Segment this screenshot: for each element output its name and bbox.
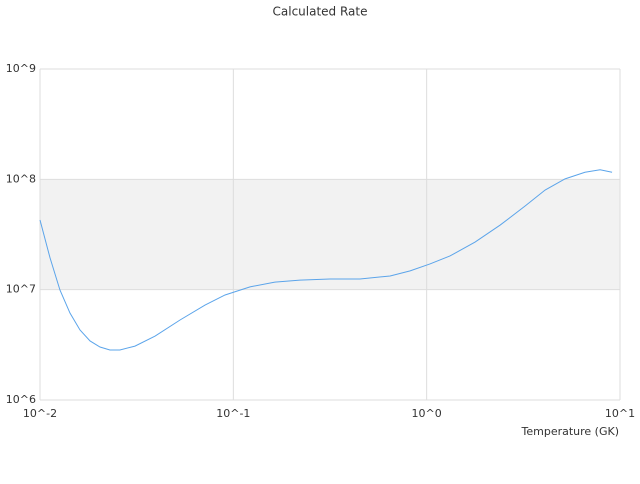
y-tick-label: 10^6 — [6, 393, 36, 406]
line — [39, 169, 613, 351]
x-tick-label: 10^-2 — [23, 407, 57, 420]
y-tick-label: 10^8 — [6, 172, 36, 185]
x-tick-label: 10^-1 — [216, 407, 250, 420]
chart-title: Calculated Rate — [273, 5, 368, 19]
x-tick-label: 10^1 — [605, 407, 635, 420]
grid-band — [40, 179, 620, 290]
x-tick-label: 10^0 — [412, 407, 442, 420]
y-tick-label: 10^9 — [6, 62, 36, 75]
x-axis-label: Temperature (GK) — [521, 425, 620, 438]
y-tick-label: 10^7 — [6, 283, 36, 296]
